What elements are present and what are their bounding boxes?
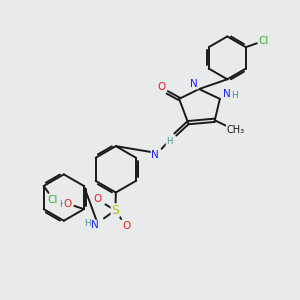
Text: N: N [223, 88, 230, 98]
Text: H: H [59, 200, 66, 208]
Text: N: N [190, 79, 198, 89]
Text: H: H [231, 92, 238, 100]
Text: H: H [166, 136, 172, 146]
Text: O: O [157, 82, 165, 92]
Text: N: N [151, 150, 159, 160]
Text: O: O [63, 199, 72, 209]
Text: N: N [91, 220, 99, 230]
Text: O: O [122, 221, 130, 231]
Text: Cl: Cl [47, 195, 58, 205]
Text: O: O [94, 194, 102, 204]
Text: CH₃: CH₃ [226, 125, 245, 135]
Text: H: H [85, 219, 91, 228]
Text: Cl: Cl [259, 36, 269, 46]
Text: S: S [111, 204, 119, 217]
